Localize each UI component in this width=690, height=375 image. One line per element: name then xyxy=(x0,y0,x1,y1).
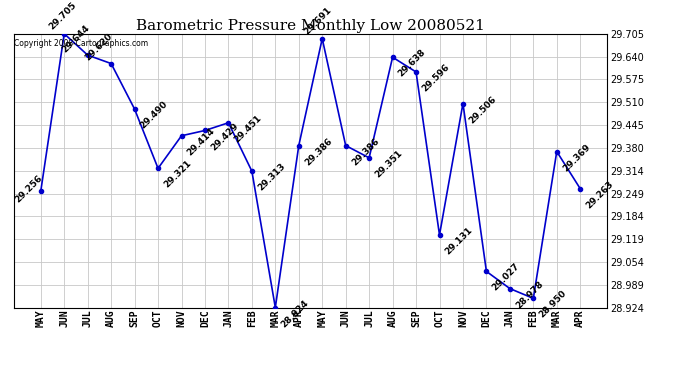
Text: 29.131: 29.131 xyxy=(444,225,475,256)
Text: 29.490: 29.490 xyxy=(139,99,170,130)
Text: 29.451: 29.451 xyxy=(233,113,264,144)
Text: 29.027: 29.027 xyxy=(491,262,522,293)
Text: 29.429: 29.429 xyxy=(209,121,240,152)
Text: 29.705: 29.705 xyxy=(48,1,79,32)
Text: 29.263: 29.263 xyxy=(584,179,615,210)
Text: 29.638: 29.638 xyxy=(397,48,428,79)
Text: 29.313: 29.313 xyxy=(256,162,287,193)
Text: 28.978: 28.978 xyxy=(514,279,545,310)
Text: 29.691: 29.691 xyxy=(303,6,334,36)
Text: 29.369: 29.369 xyxy=(561,142,592,173)
Text: Copyright 2008 Cartographics.com: Copyright 2008 Cartographics.com xyxy=(14,39,148,48)
Text: 29.351: 29.351 xyxy=(373,148,404,179)
Text: 29.596: 29.596 xyxy=(420,62,451,93)
Text: 29.321: 29.321 xyxy=(162,159,193,190)
Text: 29.644: 29.644 xyxy=(60,23,91,54)
Title: Barometric Pressure Monthly Low 20080521: Barometric Pressure Monthly Low 20080521 xyxy=(136,19,485,33)
Text: 29.256: 29.256 xyxy=(13,173,44,204)
Text: 29.386: 29.386 xyxy=(350,136,381,167)
Text: 28.950: 28.950 xyxy=(538,289,569,320)
Text: 29.386: 29.386 xyxy=(303,136,334,167)
Text: 29.620: 29.620 xyxy=(83,32,115,63)
Text: 28.924: 28.924 xyxy=(279,298,311,329)
Text: 29.506: 29.506 xyxy=(467,94,498,125)
Text: 29.414: 29.414 xyxy=(186,126,217,157)
